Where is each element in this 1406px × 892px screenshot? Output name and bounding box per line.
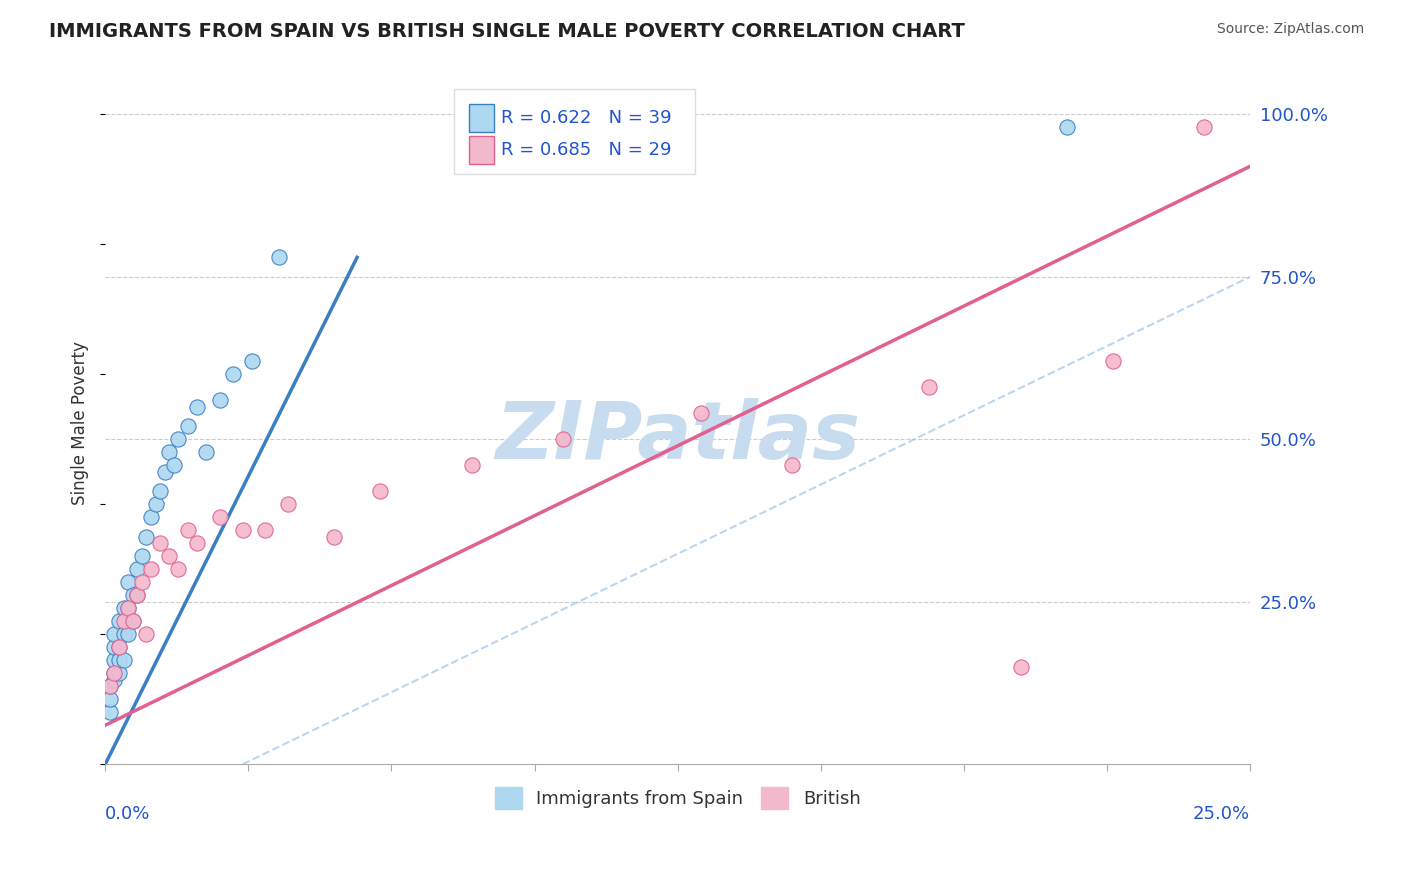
Point (103, 627, 125, 641)
Point (208, 510, 231, 524)
Point (139, 562, 162, 576)
Text: Source: ZipAtlas.com: Source: ZipAtlas.com (1216, 22, 1364, 37)
Point (121, 615, 143, 629)
Point (167, 433, 190, 447)
Point (689, 406, 711, 420)
Point (108, 653, 131, 667)
Point (232, 524, 254, 538)
Text: R = 0.622   N = 39: R = 0.622 N = 39 (502, 109, 672, 127)
Point (131, 549, 153, 564)
Point (240, 354, 263, 368)
Point (117, 627, 139, 641)
Point (103, 666, 125, 681)
Point (1101, 354, 1123, 368)
Point (167, 562, 190, 576)
Point (269, 251, 291, 265)
Point (1056, 120, 1078, 135)
Point (1192, 120, 1215, 135)
Point (780, 458, 803, 473)
Point (149, 536, 172, 550)
Point (108, 640, 131, 655)
Point (112, 627, 135, 641)
Point (108, 640, 131, 655)
Point (98, 692, 121, 706)
Point (127, 588, 149, 602)
FancyBboxPatch shape (470, 136, 495, 164)
Point (98, 679, 121, 693)
Point (112, 653, 135, 667)
Point (127, 588, 149, 602)
Point (117, 601, 139, 615)
FancyBboxPatch shape (470, 104, 495, 132)
Text: R = 0.685   N = 29: R = 0.685 N = 29 (502, 141, 672, 159)
Point (157, 445, 180, 459)
Point (176, 419, 198, 434)
Text: 25.0%: 25.0% (1192, 805, 1250, 823)
Point (186, 400, 208, 414)
Point (117, 575, 139, 590)
Text: IMMIGRANTS FROM SPAIN VS BRITISH SINGLE MALE POVERTY CORRELATION CHART: IMMIGRANTS FROM SPAIN VS BRITISH SINGLE … (49, 22, 965, 41)
Point (553, 433, 575, 447)
Point (176, 524, 198, 538)
FancyBboxPatch shape (454, 88, 695, 174)
Point (368, 484, 391, 499)
Point (149, 484, 172, 499)
Point (117, 601, 139, 615)
Text: ZIPatlas: ZIPatlas (495, 398, 860, 475)
Point (135, 627, 157, 641)
Point (103, 640, 125, 655)
Point (277, 497, 299, 511)
Point (186, 536, 208, 550)
Legend: Immigrants from Spain, British: Immigrants from Spain, British (488, 780, 868, 817)
Point (131, 575, 153, 590)
Point (103, 666, 125, 681)
Point (145, 497, 167, 511)
Point (323, 530, 346, 544)
Point (153, 465, 176, 479)
Point (121, 588, 143, 602)
Point (157, 549, 180, 564)
Point (194, 445, 217, 459)
Point (139, 510, 162, 524)
Point (208, 393, 231, 408)
Point (98, 706, 121, 720)
Point (121, 615, 143, 629)
Point (1010, 660, 1032, 674)
Text: 0.0%: 0.0% (105, 805, 150, 823)
Point (127, 562, 149, 576)
Point (108, 615, 131, 629)
Point (460, 458, 482, 473)
Point (103, 673, 125, 687)
Point (135, 530, 157, 544)
Point (112, 615, 135, 629)
Point (918, 380, 941, 394)
Point (112, 601, 135, 615)
Point (108, 666, 131, 681)
Point (254, 524, 277, 538)
Y-axis label: Single Male Poverty: Single Male Poverty (72, 341, 89, 505)
Point (103, 653, 125, 667)
Point (222, 368, 245, 382)
Point (98, 679, 121, 693)
Point (163, 458, 186, 473)
